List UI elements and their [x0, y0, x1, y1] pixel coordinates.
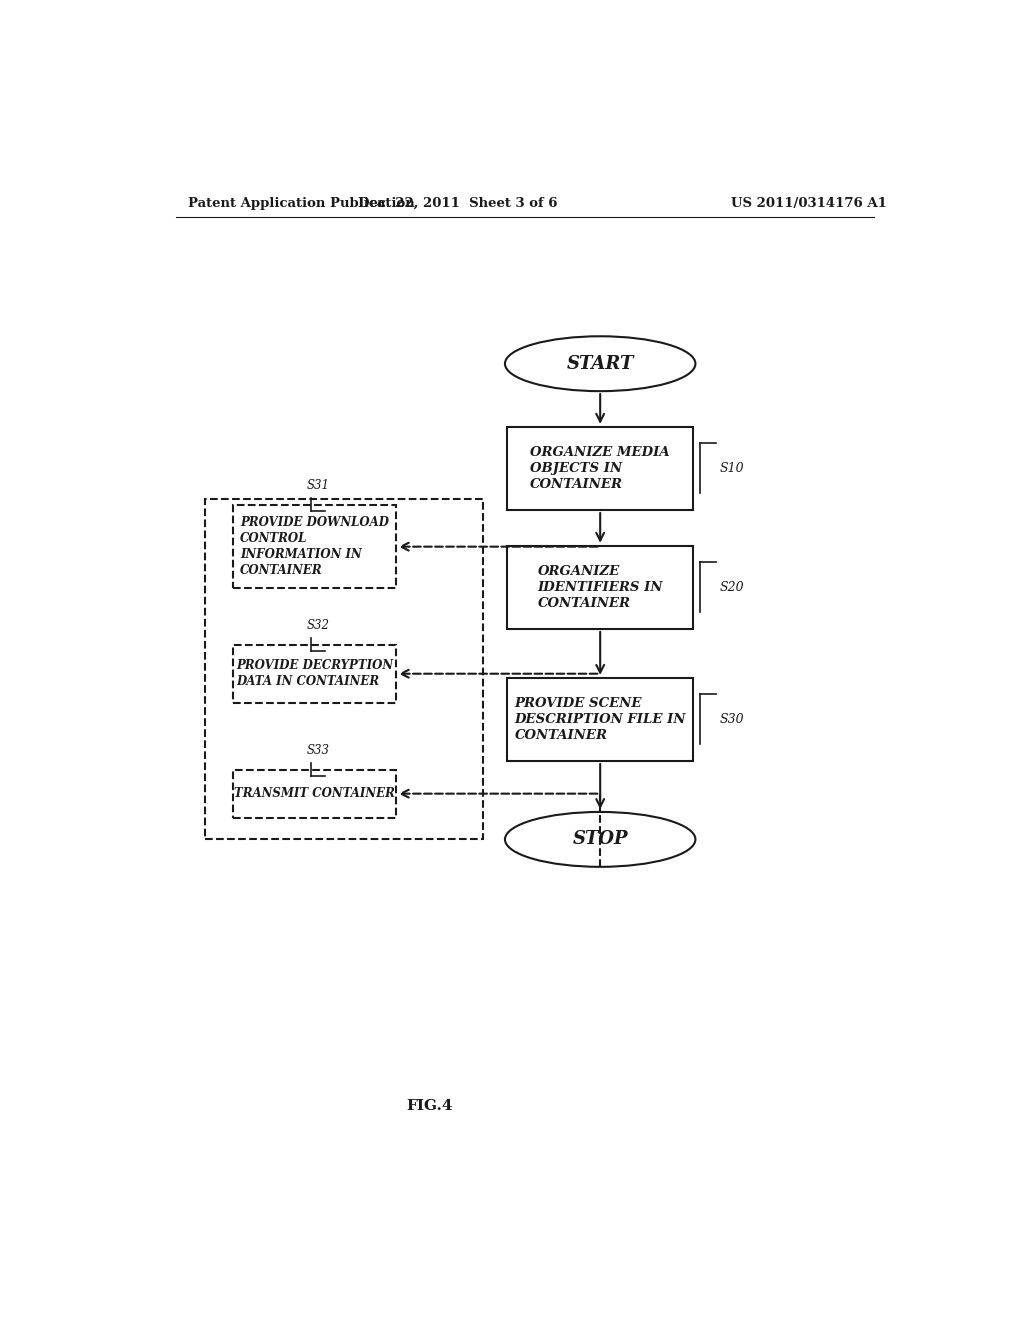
- Text: PROVIDE SCENE
DESCRIPTION FILE IN
CONTAINER: PROVIDE SCENE DESCRIPTION FILE IN CONTAI…: [514, 697, 686, 742]
- Bar: [205, 499, 482, 840]
- Text: PROVIDE DOWNLOAD
CONTROL
INFORMATION IN
CONTAINER: PROVIDE DOWNLOAD CONTROL INFORMATION IN …: [240, 516, 389, 577]
- Bar: [507, 677, 693, 762]
- Bar: [233, 506, 396, 589]
- Text: S32: S32: [306, 619, 330, 631]
- Text: ORGANIZE
IDENTIFIERS IN
CONTAINER: ORGANIZE IDENTIFIERS IN CONTAINER: [538, 565, 663, 610]
- Text: ORGANIZE MEDIA
OBJECTS IN
CONTAINER: ORGANIZE MEDIA OBJECTS IN CONTAINER: [530, 446, 670, 491]
- Text: S30: S30: [720, 713, 744, 726]
- Text: START: START: [566, 355, 634, 372]
- Text: STOP: STOP: [572, 830, 628, 849]
- Text: US 2011/0314176 A1: US 2011/0314176 A1: [731, 197, 887, 210]
- Text: Dec. 22, 2011  Sheet 3 of 6: Dec. 22, 2011 Sheet 3 of 6: [357, 197, 557, 210]
- Text: S20: S20: [720, 581, 744, 594]
- Bar: [233, 644, 396, 702]
- Text: TRANSMIT CONTAINER: TRANSMIT CONTAINER: [234, 787, 395, 800]
- Bar: [507, 426, 693, 510]
- Bar: [233, 770, 396, 817]
- Text: Patent Application Publication: Patent Application Publication: [187, 197, 415, 210]
- Text: S31: S31: [306, 479, 330, 492]
- Text: FIG.4: FIG.4: [407, 1098, 453, 1113]
- Bar: [507, 545, 693, 630]
- Text: PROVIDE DECRYPTION
DATA IN CONTAINER: PROVIDE DECRYPTION DATA IN CONTAINER: [236, 659, 393, 688]
- Text: S10: S10: [720, 462, 744, 475]
- Text: S33: S33: [306, 743, 330, 756]
